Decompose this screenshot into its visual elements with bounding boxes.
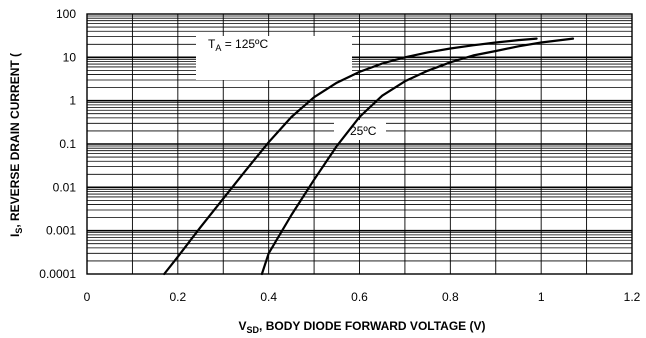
series-label-125c-rest: = 125ºC: [221, 37, 268, 51]
x-tick-label: 0.4: [260, 290, 277, 304]
series-label-25c: 25ºC: [350, 124, 377, 138]
series-label-125c: TA = 125ºC: [208, 37, 268, 53]
x-tick-label: 0.8: [442, 290, 459, 304]
series-layer: [163, 37, 575, 276]
y-tick-label: 0.001: [46, 224, 76, 238]
series-label-125c-main: T: [208, 37, 216, 51]
x-axis-title-main: V: [239, 319, 247, 333]
x-axis-title: VSD, BODY DIODE FORWARD VOLTAGE (V): [239, 319, 486, 335]
series-label-125c-sub: A: [215, 43, 221, 53]
series-line-125c: [163, 37, 538, 276]
series-line-25c: [260, 37, 575, 276]
x-tick-labels: 0 0.2 0.4 0.6 0.8 1 1.2: [84, 290, 641, 304]
y-tick-label: 1: [69, 94, 76, 108]
y-axis-title-rest: , REVERSE DRAIN CURRENT (: [8, 53, 22, 228]
y-tick-labels: 0.0001 0.001 0.01 0.1 1 10 100: [39, 7, 76, 281]
y-tick-label: 0.0001: [39, 267, 76, 281]
x-tick-label: 1.2: [624, 290, 641, 304]
y-axis-title-main: I: [8, 234, 22, 237]
y-axis-title-sub: S: [14, 228, 24, 234]
y-tick-label: 0.1: [59, 137, 76, 151]
x-tick-label: 0.2: [169, 290, 186, 304]
x-tick-label: 0.6: [351, 290, 368, 304]
y-tick-label: 100: [56, 7, 76, 21]
annotation-box: [196, 36, 352, 80]
y-axis-title: IS, REVERSE DRAIN CURRENT (: [8, 53, 24, 237]
x-axis-title-sub: SD: [247, 325, 260, 335]
y-tick-label: 0.01: [53, 180, 77, 194]
x-tick-label: 1: [538, 290, 545, 304]
x-axis-title-rest: , BODY DIODE FORWARD VOLTAGE (V): [259, 319, 485, 333]
grid: [87, 14, 632, 274]
x-tick-label: 0: [84, 290, 91, 304]
annotation-box-25c: [334, 120, 386, 140]
y-tick-label: 10: [63, 50, 77, 64]
